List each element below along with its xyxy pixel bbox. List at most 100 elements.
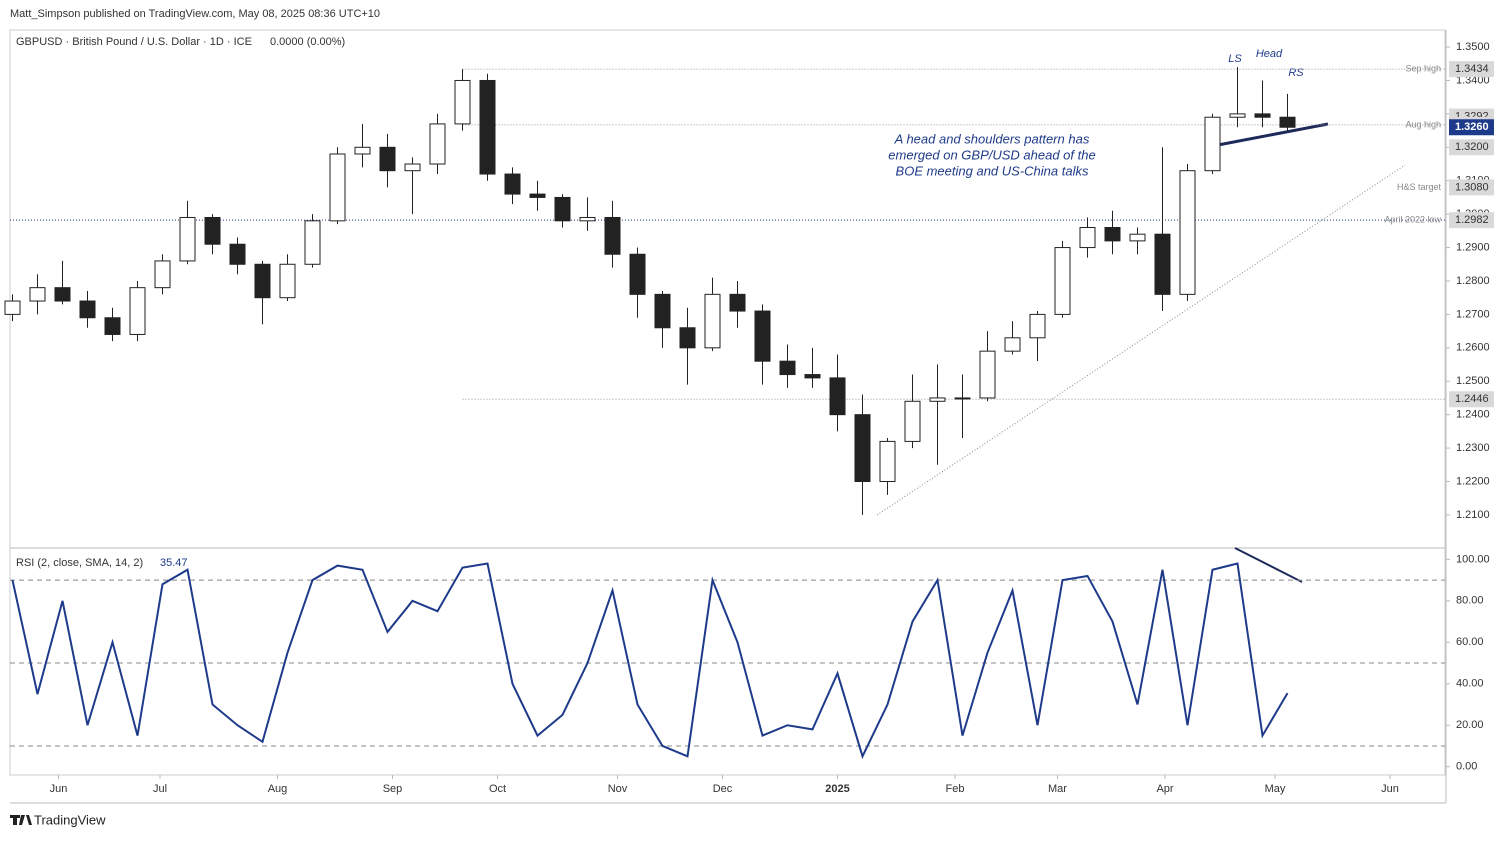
y-tick-label: 1.2300 bbox=[1456, 442, 1490, 454]
candle bbox=[1004, 321, 1021, 355]
candle bbox=[504, 167, 521, 205]
level-name: April 2022 low bbox=[1384, 215, 1441, 225]
x-tick-label: Nov bbox=[608, 783, 628, 795]
candle-body bbox=[604, 216, 621, 255]
price-tag bbox=[1449, 119, 1494, 136]
price-tag-label: 1.3260 bbox=[1455, 121, 1489, 133]
candle-body bbox=[679, 327, 696, 349]
candle-body bbox=[454, 79, 471, 125]
price-tag bbox=[1449, 179, 1494, 196]
level-name: Sep high bbox=[1405, 63, 1441, 73]
candle-body bbox=[1229, 113, 1246, 118]
candle-body bbox=[804, 374, 821, 379]
candle-body bbox=[79, 300, 96, 319]
y-tick-label: 1.2700 bbox=[1456, 308, 1490, 320]
candle bbox=[729, 280, 746, 328]
candle bbox=[654, 291, 671, 348]
candle-body bbox=[204, 216, 221, 245]
y-tick-label: 0.00 bbox=[1456, 761, 1477, 773]
candle bbox=[229, 237, 246, 275]
candle bbox=[1254, 80, 1271, 128]
x-tick-label: 2025 bbox=[825, 783, 849, 795]
candle bbox=[54, 260, 71, 305]
candle-body bbox=[154, 260, 171, 289]
x-tick-label: Mar bbox=[1048, 783, 1067, 795]
price-tag bbox=[1449, 139, 1494, 156]
x-tick-label: May bbox=[1265, 783, 1286, 795]
tv-logo bbox=[10, 815, 32, 825]
candle bbox=[4, 294, 21, 322]
rsi-divergence bbox=[1234, 547, 1303, 583]
change: 0.0000 (0.00%) bbox=[270, 36, 345, 48]
candle bbox=[304, 214, 321, 268]
rsi-line bbox=[11, 562, 1289, 760]
candle bbox=[179, 200, 196, 265]
candle-body bbox=[254, 263, 271, 299]
level-name: H&S target bbox=[1397, 182, 1442, 192]
candle-body bbox=[1129, 233, 1146, 242]
candle-body bbox=[1204, 116, 1221, 172]
ls-label: LS bbox=[1228, 53, 1242, 65]
candle-body bbox=[1179, 170, 1196, 295]
price-tag bbox=[1449, 391, 1494, 408]
candle bbox=[929, 364, 946, 465]
symbol-title: GBPUSD · British Pound / U.S. Dollar · 1… bbox=[16, 36, 252, 48]
candle bbox=[329, 147, 346, 225]
publisher: Matt_Simpson published on TradingView.co… bbox=[10, 8, 380, 20]
candle bbox=[104, 307, 121, 342]
candle bbox=[479, 73, 496, 181]
price-tag-label: 1.3434 bbox=[1455, 63, 1489, 75]
y-tick-label: 100.00 bbox=[1456, 553, 1490, 565]
candle-body bbox=[479, 79, 496, 175]
candle-body bbox=[329, 153, 346, 222]
y-tick-label: 1.3400 bbox=[1456, 74, 1490, 86]
candle bbox=[129, 280, 146, 342]
candle bbox=[604, 200, 621, 268]
candle bbox=[554, 194, 571, 228]
candle bbox=[1029, 311, 1046, 362]
price-tag-label: 1.3200 bbox=[1455, 141, 1489, 153]
candle bbox=[79, 291, 96, 328]
candle-body bbox=[29, 287, 46, 302]
candle-body bbox=[954, 397, 971, 400]
candle-body bbox=[729, 293, 746, 312]
candle bbox=[629, 247, 646, 318]
candle-body bbox=[304, 220, 321, 265]
candle-body bbox=[779, 360, 796, 376]
candle bbox=[1204, 113, 1221, 175]
y-tick-label: 1.2600 bbox=[1456, 342, 1490, 354]
candle bbox=[1179, 164, 1196, 302]
candle-body bbox=[1104, 227, 1121, 242]
candle-body bbox=[704, 293, 721, 349]
candle bbox=[679, 307, 696, 385]
candle bbox=[529, 180, 546, 211]
candle-body bbox=[579, 216, 596, 222]
price-tag-label: 1.3080 bbox=[1455, 181, 1489, 193]
candle-body bbox=[1254, 113, 1271, 118]
candle bbox=[1154, 147, 1171, 312]
candle bbox=[429, 113, 446, 175]
candle bbox=[979, 331, 996, 402]
candle-body bbox=[554, 196, 571, 222]
candle bbox=[854, 394, 871, 515]
candle-body bbox=[1029, 313, 1046, 339]
rsi-title: RSI (2, close, SMA, 14, 2) bbox=[16, 557, 143, 569]
candle bbox=[29, 274, 46, 315]
x-tick-label: Feb bbox=[946, 783, 965, 795]
candle-body bbox=[1079, 227, 1096, 249]
candle bbox=[1279, 93, 1296, 131]
candle-body bbox=[979, 350, 996, 399]
candle-body bbox=[504, 173, 521, 195]
neckline bbox=[1217, 122, 1329, 147]
candle bbox=[1079, 217, 1096, 258]
candle-body bbox=[1154, 233, 1171, 295]
y-tick-label: 1.2500 bbox=[1456, 375, 1490, 387]
candle-body bbox=[854, 414, 871, 482]
candle bbox=[354, 123, 371, 168]
x-tick-label: Dec bbox=[713, 783, 733, 795]
candle-body bbox=[404, 163, 421, 172]
candle bbox=[404, 157, 421, 215]
candle-body bbox=[929, 397, 946, 402]
candle-body bbox=[904, 400, 921, 442]
